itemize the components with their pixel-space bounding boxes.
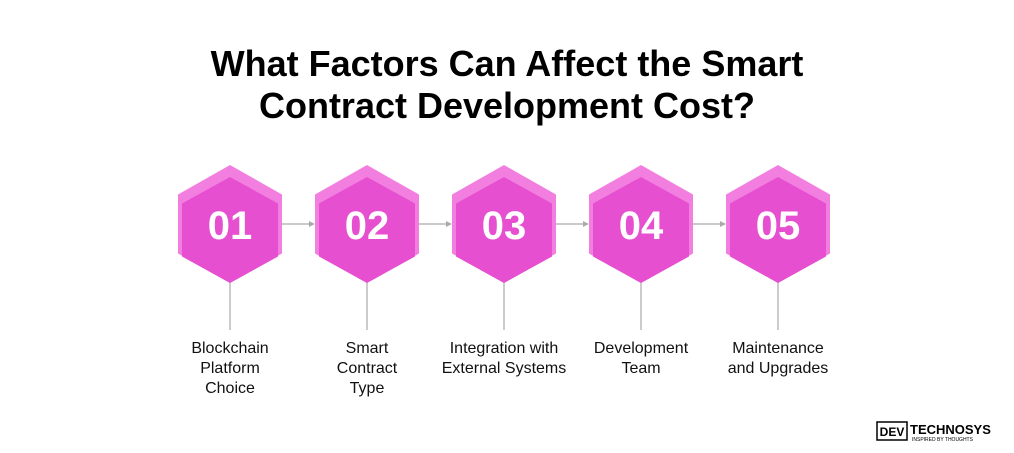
step-number: 03 xyxy=(482,204,527,248)
title-line: What Factors Can Affect the Smart xyxy=(211,43,804,84)
step-label: Type xyxy=(350,380,385,397)
hexagon xyxy=(593,177,689,283)
step-label: Platform xyxy=(200,360,260,377)
logo-tagline: INSPIRED BY THOUGHTS xyxy=(912,437,974,443)
arrow-head xyxy=(309,221,315,227)
step-label: External Systems xyxy=(442,360,566,377)
hexagon xyxy=(319,177,415,283)
step-label: and Upgrades xyxy=(728,360,829,377)
logo-box xyxy=(876,421,908,441)
logo-brand: DEV xyxy=(880,425,905,439)
step-number: 01 xyxy=(208,204,253,248)
arrow-head xyxy=(583,221,589,227)
logo: DEV TECHNOSYS INSPIRED BY THOUGHTS xyxy=(876,421,991,443)
step-label: Choice xyxy=(205,380,255,397)
step-number: 05 xyxy=(756,204,801,248)
arrow-head xyxy=(446,221,452,227)
hexagon xyxy=(730,177,826,283)
logo-name: TECHNOSYS xyxy=(910,422,991,437)
step-label: Smart xyxy=(346,340,389,357)
hexagon xyxy=(456,177,552,283)
step-label: Maintenance xyxy=(732,340,824,357)
arrow-head xyxy=(720,221,726,227)
hexagon xyxy=(182,177,278,283)
step-label: Integration with xyxy=(450,340,559,357)
title-line: Contract Development Cost? xyxy=(259,85,755,126)
step-label: Blockchain xyxy=(191,340,268,357)
step-label: Contract xyxy=(337,360,398,377)
step-number: 04 xyxy=(619,204,664,248)
step-label: Team xyxy=(621,360,660,377)
step-number: 02 xyxy=(345,204,390,248)
step-label: Development xyxy=(594,340,689,357)
